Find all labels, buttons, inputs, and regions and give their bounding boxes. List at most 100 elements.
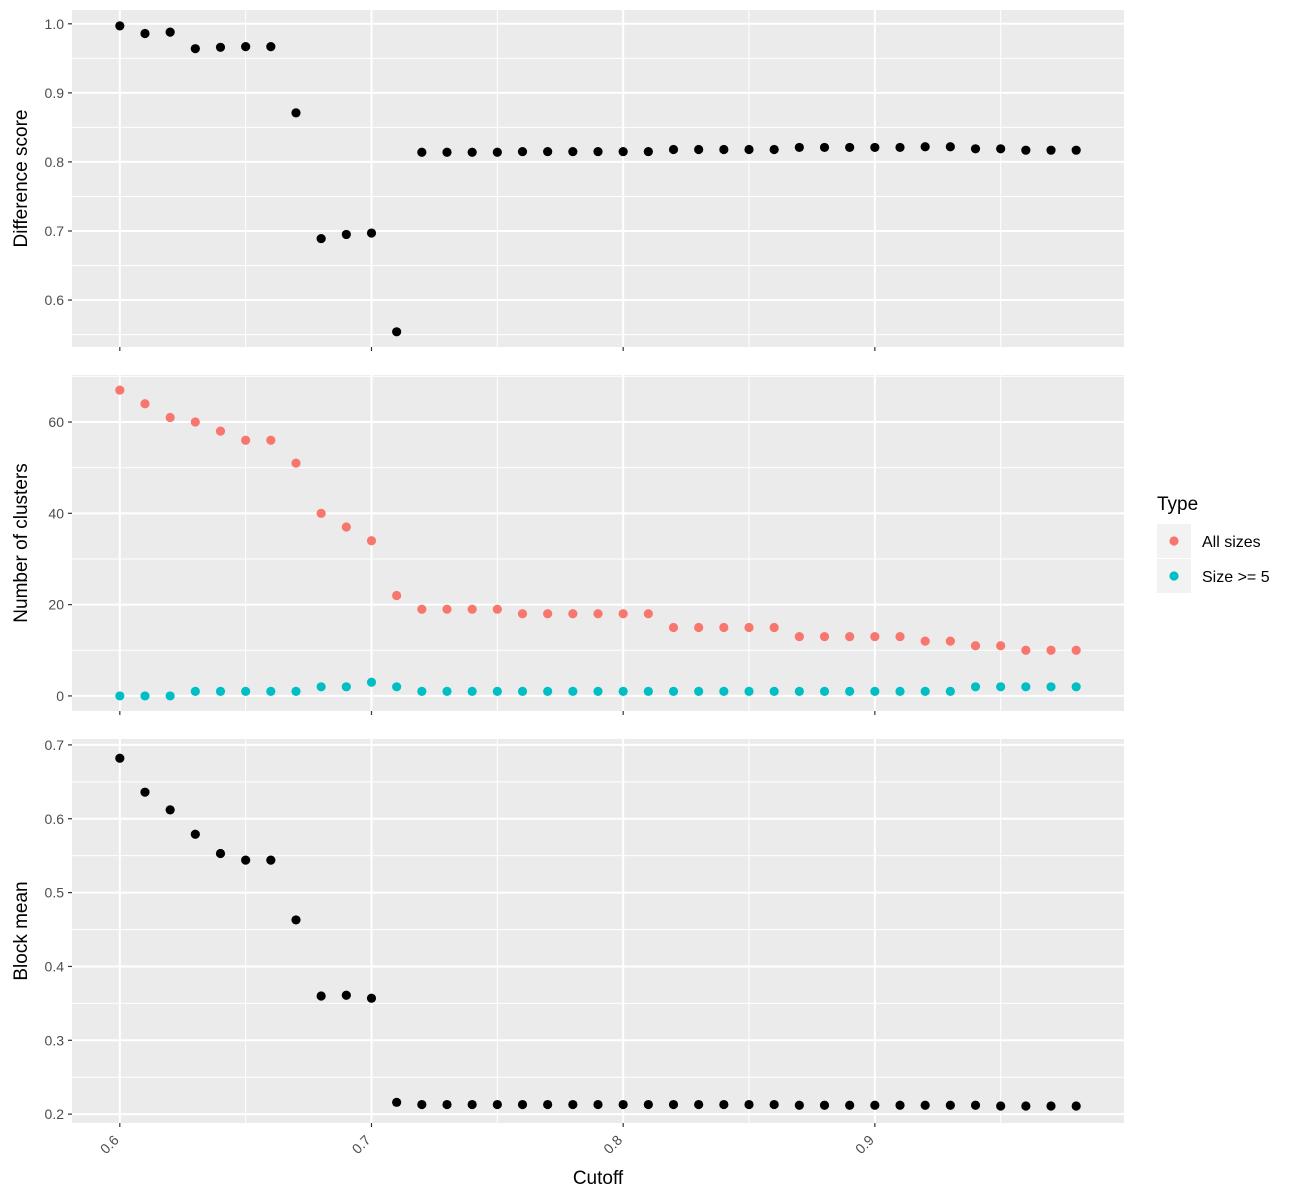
data-point <box>115 691 125 701</box>
data-point <box>115 753 125 763</box>
data-point <box>819 142 830 153</box>
data-point <box>744 686 754 696</box>
data-point <box>366 993 377 1003</box>
data-point <box>996 641 1006 651</box>
legend-label: All sizes <box>1202 534 1261 551</box>
y-tick-label: 60 <box>48 414 64 430</box>
data-point <box>694 686 704 696</box>
legend: Type All sizes Size >= 5 <box>1157 494 1270 593</box>
y-tick-label: 0.2 <box>45 1106 65 1122</box>
data-point <box>215 42 226 52</box>
data-point <box>920 142 930 152</box>
data-point <box>165 27 175 37</box>
panel-background <box>72 375 1124 711</box>
data-point <box>668 1099 679 1110</box>
data-point <box>366 536 377 546</box>
data-point <box>870 631 880 642</box>
data-point <box>568 686 578 696</box>
data-point <box>593 686 603 696</box>
data-point <box>1071 645 1081 655</box>
data-point <box>1021 145 1031 155</box>
series-1 <box>115 21 1081 337</box>
data-point <box>920 686 930 696</box>
data-point <box>769 622 779 633</box>
data-point <box>970 682 981 692</box>
data-point <box>996 1101 1006 1111</box>
data-point <box>845 142 855 153</box>
data-point <box>1071 145 1081 155</box>
data-point <box>190 417 200 427</box>
data-point <box>140 691 150 701</box>
data-point <box>442 147 452 157</box>
data-point <box>593 1099 603 1110</box>
legend-item: All sizes <box>1157 524 1261 558</box>
data-point <box>517 146 528 157</box>
data-point <box>190 686 200 696</box>
data-point <box>115 385 125 395</box>
data-point <box>794 1100 804 1110</box>
data-point <box>115 21 125 31</box>
data-point <box>215 848 226 859</box>
data-point <box>241 686 251 696</box>
data-point <box>618 1099 628 1110</box>
data-point <box>215 686 226 696</box>
panel-1: 0.6 0.7 0.8 0.9 1.0 Difference score <box>11 10 1124 351</box>
data-point <box>593 146 603 157</box>
legend-label: Size >= 5 <box>1202 569 1270 586</box>
y-tick-label: 0.4 <box>45 958 65 974</box>
data-point <box>568 609 578 619</box>
data-point <box>694 622 704 633</box>
data-point <box>744 1099 754 1110</box>
data-point <box>668 686 679 696</box>
data-point <box>719 622 729 633</box>
data-point <box>895 686 905 696</box>
data-point <box>392 590 402 601</box>
panel-background <box>72 739 1124 1123</box>
data-point <box>417 147 427 157</box>
data-point <box>341 229 351 240</box>
data-point <box>945 636 955 646</box>
data-point <box>694 1099 704 1110</box>
data-point <box>266 855 276 865</box>
data-point <box>492 1099 502 1110</box>
data-point <box>668 144 679 155</box>
data-point <box>467 147 477 157</box>
data-point <box>517 609 528 619</box>
data-point <box>492 604 502 614</box>
data-point <box>316 682 326 692</box>
data-point <box>266 686 276 696</box>
y-tick-label: 0 <box>56 688 64 704</box>
data-point <box>543 686 553 696</box>
data-point <box>1046 145 1056 155</box>
data-point <box>190 44 200 54</box>
data-point <box>870 142 880 153</box>
data-point <box>668 622 679 633</box>
data-point <box>1021 1101 1031 1111</box>
data-point <box>970 144 981 154</box>
data-point <box>467 1099 477 1110</box>
data-point <box>165 805 175 815</box>
series-1 <box>115 385 1081 655</box>
data-point <box>190 829 200 839</box>
data-point <box>819 1100 830 1110</box>
data-point <box>643 686 653 696</box>
data-point <box>140 28 150 39</box>
data-point <box>543 1099 553 1110</box>
data-point <box>794 631 804 642</box>
data-point <box>945 1100 955 1110</box>
data-point <box>970 641 981 651</box>
data-point <box>744 144 754 155</box>
y-tick-label: 0.7 <box>45 737 65 753</box>
data-point <box>970 1100 981 1110</box>
data-point <box>819 631 830 642</box>
panel-background <box>72 10 1124 347</box>
data-point <box>266 42 276 52</box>
data-point <box>543 609 553 619</box>
data-point <box>1046 682 1056 692</box>
y-tick-label: 0.6 <box>45 811 65 827</box>
data-point <box>366 228 377 238</box>
panel-3: 0.2 0.3 0.4 0.5 0.6 0.7 Block mean 0.6 0.7 0.8 0.9 <box>11 737 1124 1157</box>
y-tick-label: 0.5 <box>45 885 65 901</box>
data-point <box>291 458 301 468</box>
